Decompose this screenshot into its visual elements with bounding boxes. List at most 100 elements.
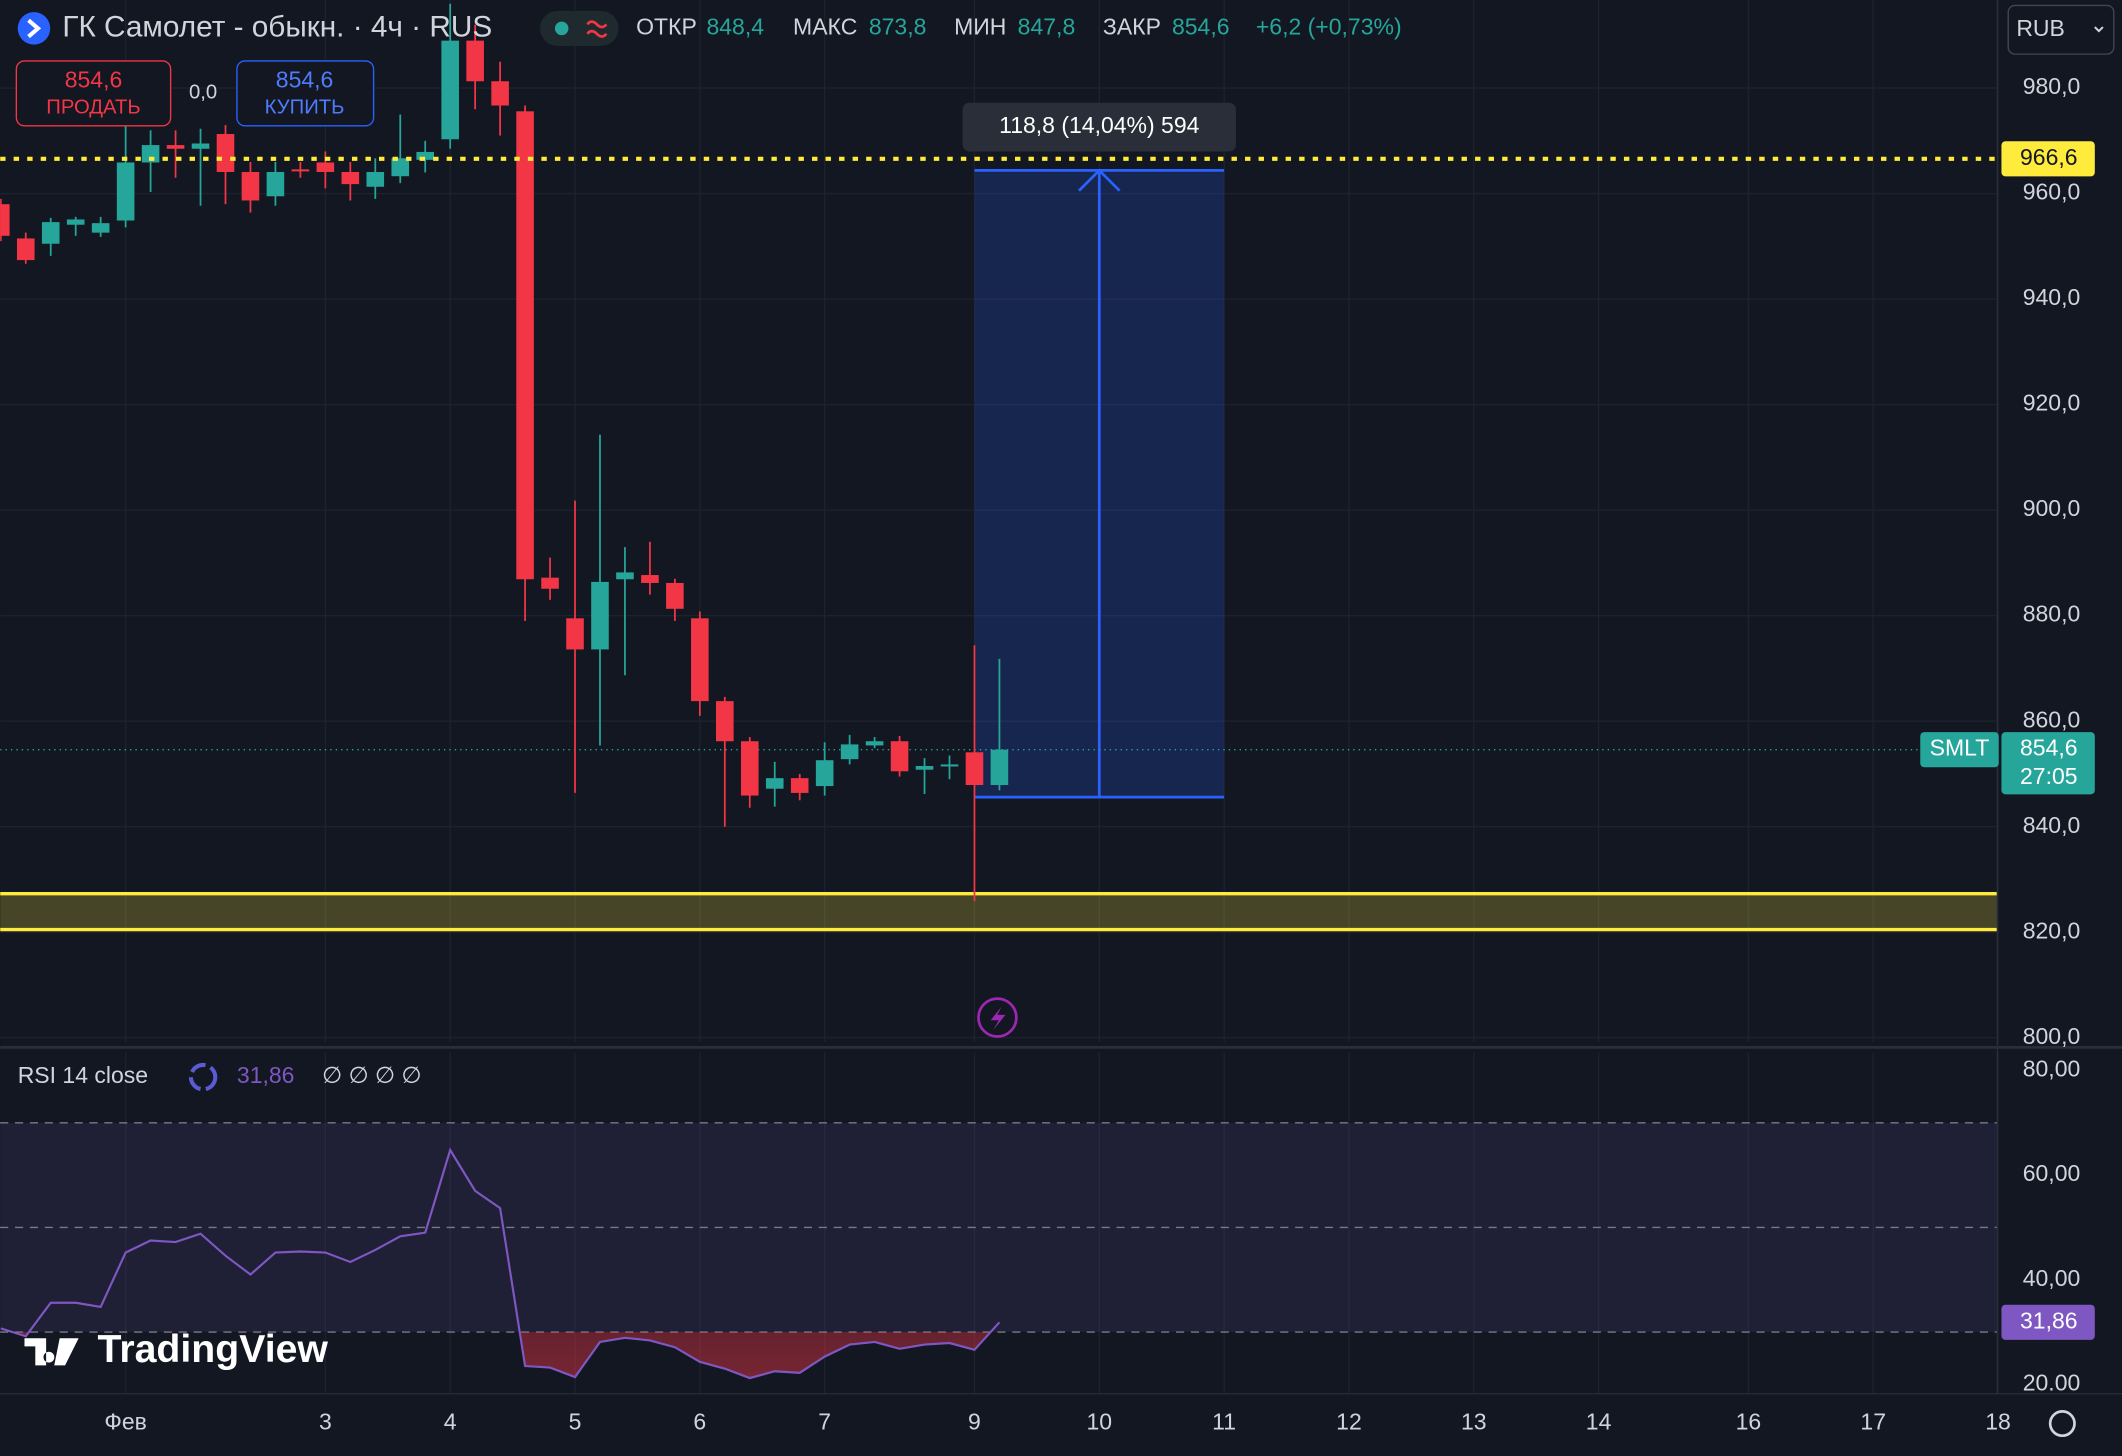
candle-body	[940, 764, 959, 767]
candle-body	[291, 169, 310, 172]
candle-body	[41, 222, 60, 244]
event-icon[interactable]	[977, 997, 1018, 1038]
close-value: 854,6	[1172, 13, 1230, 39]
status-pill[interactable]	[540, 10, 619, 47]
last-price-label: 854,6	[2020, 735, 2078, 761]
rsi-tick-label: 60,00	[2023, 1160, 2081, 1186]
low-value: 847,8	[1018, 13, 1076, 39]
rsi-line	[0, 1147, 1001, 1380]
candle-body	[765, 778, 784, 789]
y-tick-label: 800,0	[2023, 1023, 2081, 1049]
candle-body	[491, 81, 509, 106]
rsi-icon[interactable]	[188, 1062, 218, 1092]
dropdown-arrow	[2094, 26, 2104, 33]
sell-price: 854,6	[65, 66, 123, 92]
symbol-icon	[17, 12, 51, 45]
candle-body	[91, 223, 110, 233]
symbol-label: SMLT	[1930, 735, 1990, 761]
symbol-tag	[1920, 732, 1999, 768]
candle-body	[316, 162, 335, 172]
last-price-tag	[2001, 732, 2095, 795]
axes: Фев 3 4 5 6 7 9 10 11 12 13 14 16 17 18 980,0 960,0 940,0…	[104, 73, 2095, 1435]
x-tick-label: 17	[1860, 1409, 1886, 1435]
rsi-title: RSI 14 close	[18, 1062, 148, 1088]
candle-body	[890, 741, 909, 772]
low-label: МИН	[954, 13, 1006, 39]
rsi-tick-label: 20.00	[2023, 1369, 2081, 1395]
rsi-oversold-fill	[0, 1332, 1000, 1379]
y-tick-label: 960,0	[2023, 179, 2081, 205]
buy-price: 854,6	[276, 66, 334, 92]
candle-body	[366, 171, 385, 187]
high-value: 873,8	[869, 13, 927, 39]
candle-body	[616, 572, 634, 580]
high-label: МАКС	[793, 13, 857, 39]
logo: TradingView	[98, 1327, 329, 1371]
rsi-value-label: 31,86	[2020, 1307, 2078, 1333]
candle-body	[0, 204, 10, 236]
settings-button[interactable]	[2048, 1409, 2076, 1438]
candle-body	[815, 760, 834, 787]
rsi-value-tag	[2001, 1304, 2095, 1340]
x-tick-label: 13	[1461, 1409, 1487, 1435]
x-tick-label: 7	[818, 1409, 831, 1435]
candle-body	[241, 171, 260, 201]
sell-button[interactable]	[15, 60, 172, 127]
rsi-placeholders: ∅ ∅ ∅ ∅	[322, 1062, 421, 1088]
candle-body	[990, 749, 1009, 786]
price-plot: 118,8 (14,04%) 594	[0, 3, 1998, 932]
x-tick-label: 3	[319, 1409, 332, 1435]
candle-body	[216, 134, 235, 172]
buy-button[interactable]	[236, 60, 375, 127]
y-tick-label: 860,0	[2023, 706, 2081, 732]
candle-body	[591, 581, 609, 650]
candle-body	[441, 40, 459, 140]
rsi-tick-label: 80,00	[2023, 1056, 2081, 1082]
x-tick-label: 12	[1336, 1409, 1362, 1435]
candle-body	[266, 171, 285, 197]
candle-body	[191, 143, 210, 149]
candle-body	[66, 219, 85, 225]
close-label: ЗАКР	[1103, 13, 1161, 39]
spread: 0,0	[189, 82, 217, 104]
y-tick-label: 880,0	[2023, 601, 2081, 627]
x-tick-label: 9	[968, 1409, 981, 1435]
candle-body	[541, 577, 559, 589]
candle-body	[141, 145, 160, 163]
currency-select[interactable]	[2007, 4, 2115, 55]
candle-body	[341, 171, 360, 185]
alert-price-tag	[2001, 141, 2095, 177]
measure-label: 118,8 (14,04%) 594	[999, 112, 1200, 138]
delay-icon	[586, 20, 608, 38]
candle-body	[790, 778, 809, 793]
candle-body	[391, 158, 410, 177]
x-tick-label: 18	[1985, 1409, 2011, 1435]
candle-body	[965, 752, 984, 786]
y-tick-label: 920,0	[2023, 390, 2081, 416]
sell-label: ПРОДАТЬ	[46, 97, 140, 119]
candle-body	[691, 618, 709, 702]
open-label: ОТКР	[636, 13, 697, 39]
y-tick-label: 840,0	[2023, 812, 2081, 838]
x-tick-label: 10	[1086, 1409, 1112, 1435]
currency: RUB	[2016, 15, 2065, 41]
buy-label: КУПИТЬ	[265, 97, 345, 119]
y-tick-label: 820,0	[2023, 917, 2081, 943]
open-value: 848,4	[706, 13, 764, 39]
candle-body	[865, 741, 884, 746]
symbol-icon-arrow	[27, 18, 42, 39]
candle-body	[915, 766, 934, 770]
candle-body	[416, 151, 435, 160]
x-tick-label: 16	[1736, 1409, 1762, 1435]
candle-body	[740, 741, 759, 796]
candle-body	[116, 162, 135, 221]
candle-body	[641, 575, 659, 583]
y-tick-label: 900,0	[2023, 495, 2081, 521]
y-tick-label: 940,0	[2023, 284, 2081, 310]
event-icon-bolt	[990, 1006, 1006, 1030]
logo-mark	[24, 1338, 79, 1366]
chart-title[interactable]: ГК Самолет - обыкн. · 4ч · RUS	[62, 10, 492, 43]
alert-price-label: 966,6	[2020, 144, 2078, 170]
candle-body	[16, 238, 35, 261]
